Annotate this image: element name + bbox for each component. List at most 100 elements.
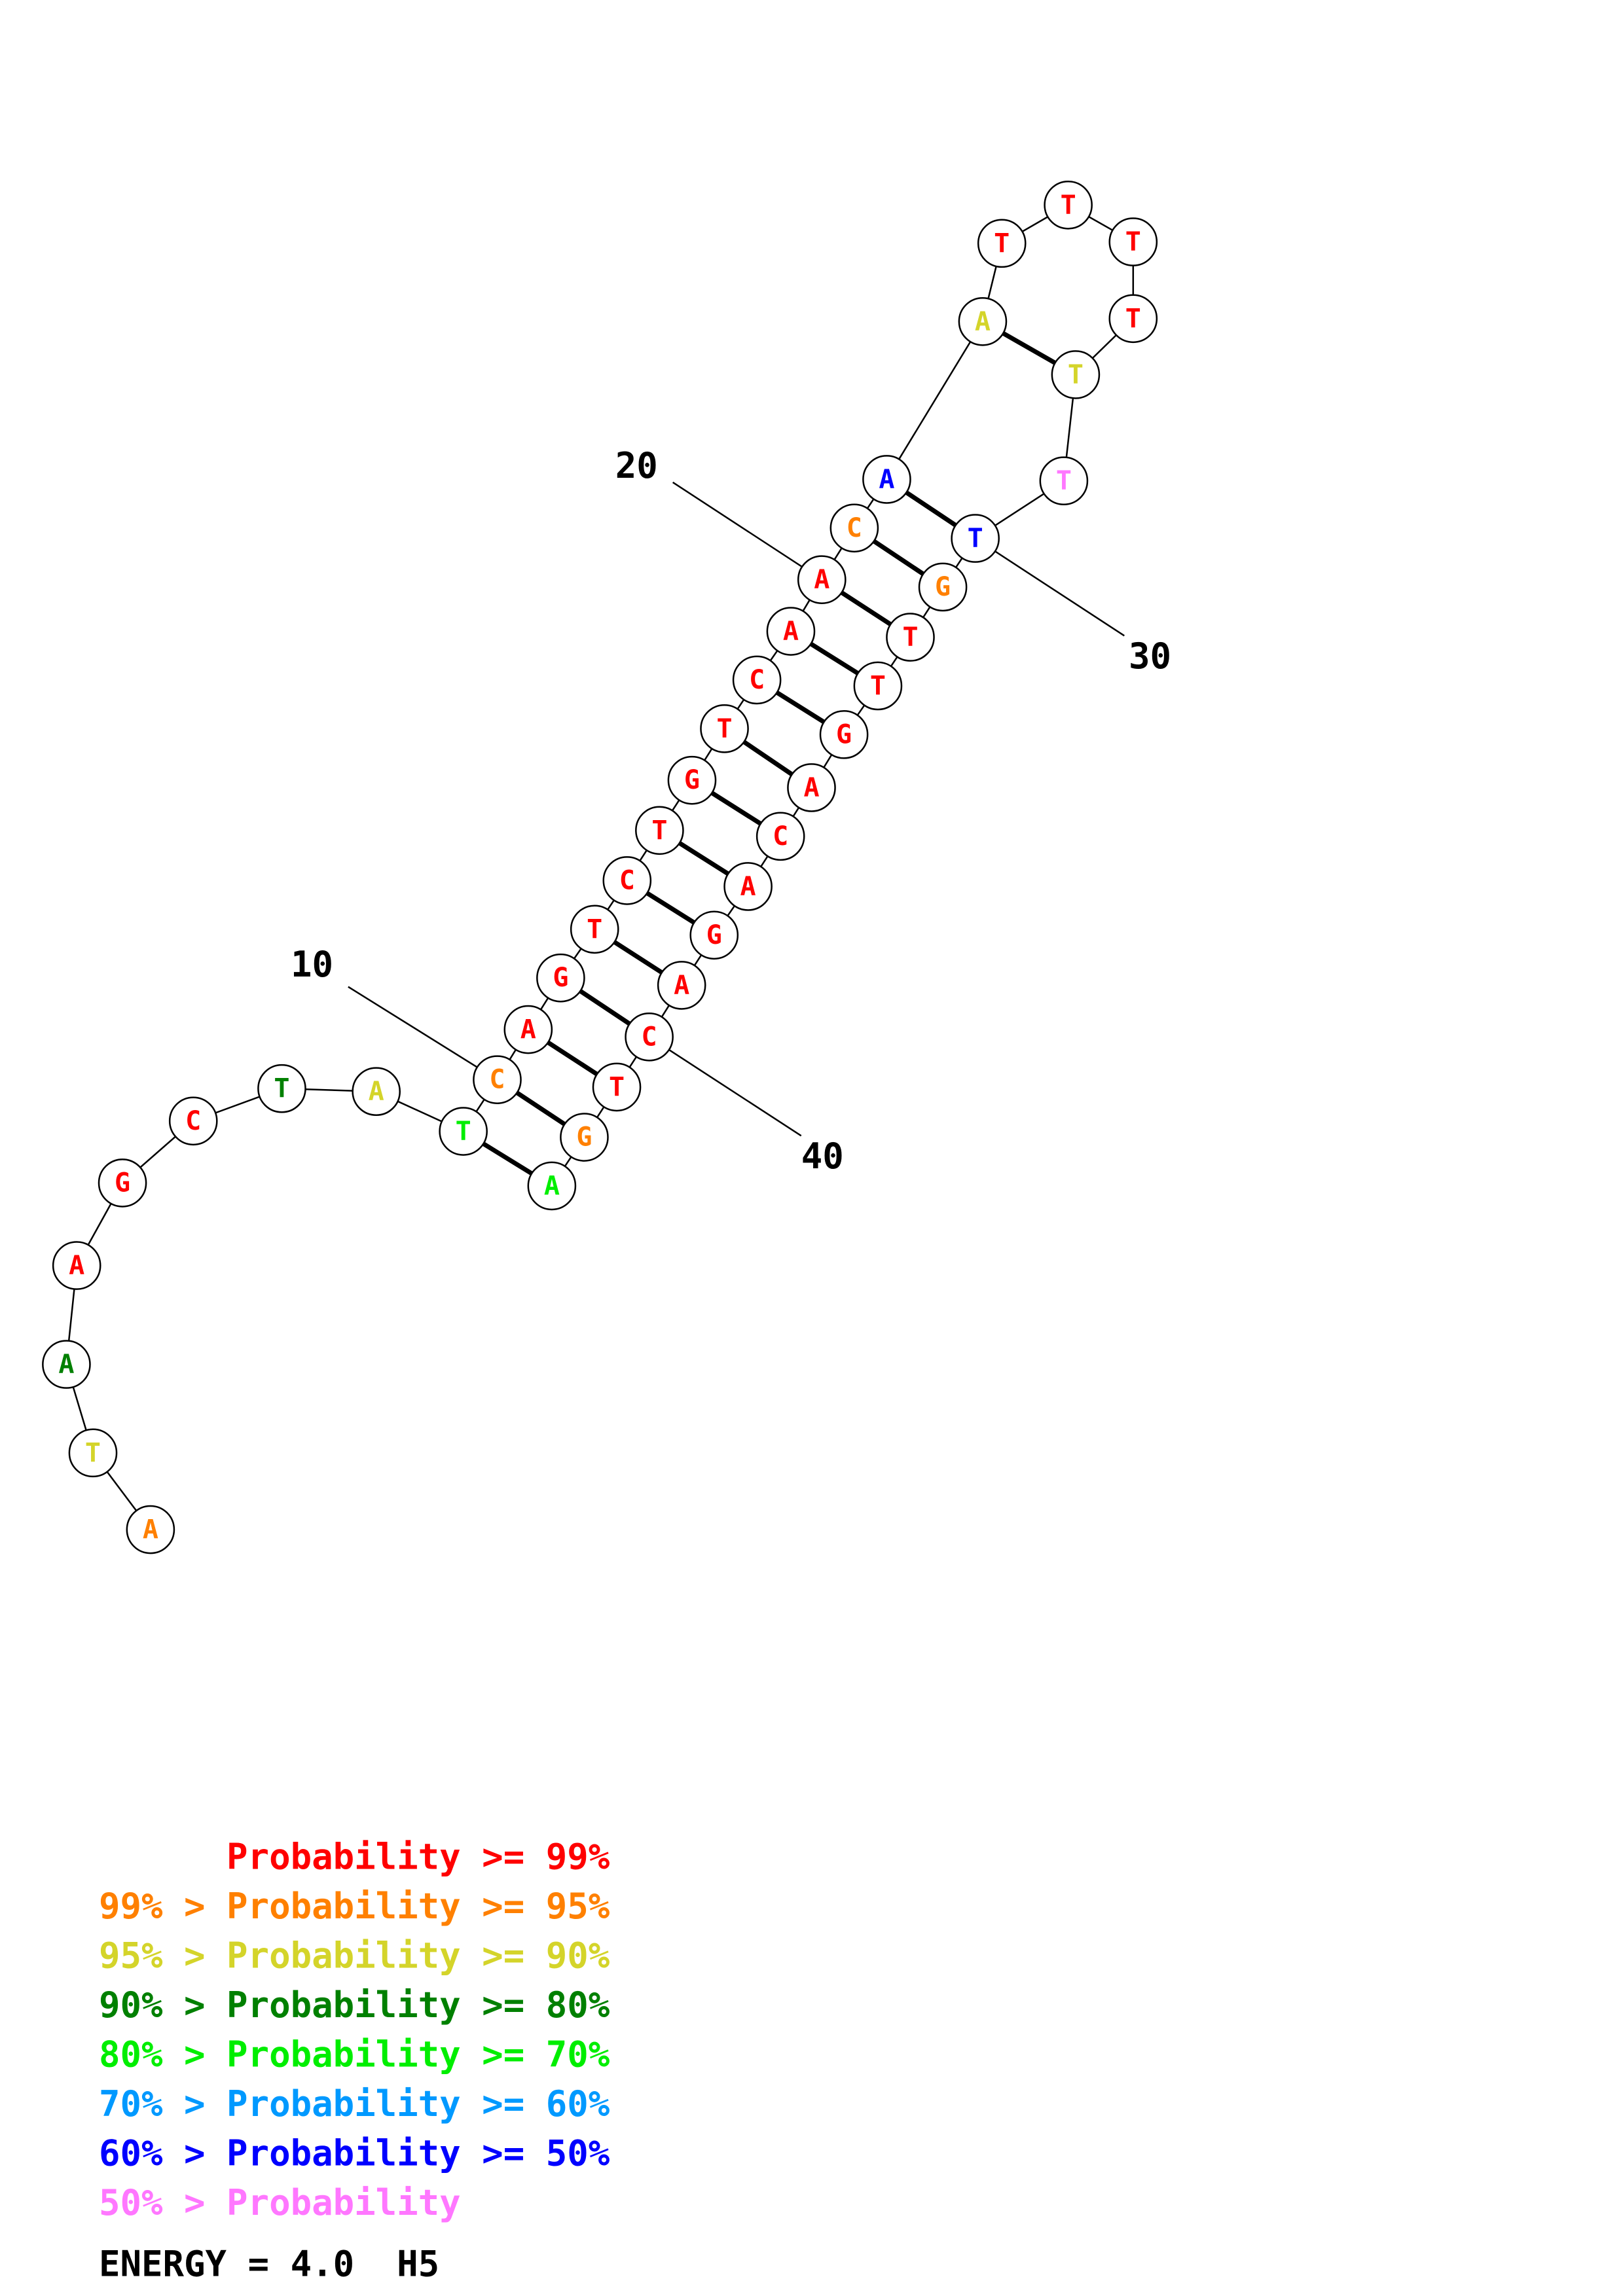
base-circle <box>439 1107 488 1156</box>
base-letter: A <box>520 1014 536 1045</box>
base-letter: G <box>553 963 568 993</box>
legend-line: 80% > Probability >= 70% <box>99 2034 610 2075</box>
base-circle <box>592 1062 642 1112</box>
base-node: C <box>625 1012 674 1062</box>
base-circle <box>667 755 717 805</box>
base-letter: G <box>684 765 700 795</box>
base-circle <box>723 862 773 911</box>
base-node: A <box>52 1241 101 1290</box>
base-node: A <box>527 1161 577 1211</box>
base-node: G <box>560 1113 609 1162</box>
base-node: C <box>473 1055 522 1104</box>
base-letter: G <box>935 572 951 602</box>
base-node: A <box>797 555 847 604</box>
base-circle <box>625 1012 674 1062</box>
base-node: A <box>958 296 1008 346</box>
legend-line: 99% > Probability >= 95% <box>99 1886 610 1927</box>
base-circle <box>52 1241 101 1290</box>
base-node: T <box>635 806 684 855</box>
base-circle <box>602 856 652 905</box>
pair-bond-layer <box>462 319 1077 1188</box>
base-letter: C <box>642 1022 657 1052</box>
base-letter: T <box>456 1117 471 1147</box>
legend-line: 90% > Probability >= 80% <box>99 1984 610 2026</box>
base-letter: A <box>143 1515 158 1545</box>
base-letter: T <box>902 622 918 653</box>
base-circle <box>853 661 903 711</box>
base-letter: A <box>69 1251 84 1281</box>
base-letter: A <box>975 306 991 336</box>
base-circle <box>819 710 869 759</box>
base-node: A <box>723 862 773 911</box>
base-letter: T <box>1125 227 1141 257</box>
base-circle <box>830 503 879 553</box>
base-node: T <box>886 613 935 662</box>
base-circle <box>257 1064 306 1113</box>
base-circle <box>689 910 739 960</box>
base-letter: A <box>879 464 894 494</box>
base-circle <box>700 704 749 753</box>
base-node: T <box>1044 180 1093 230</box>
base-node: T <box>592 1062 642 1112</box>
base-node: A <box>42 1340 91 1389</box>
base-circle <box>958 296 1008 346</box>
base-letter: C <box>749 665 765 695</box>
base-letter: A <box>783 617 799 647</box>
base-circle <box>1044 180 1093 230</box>
base-node: A <box>657 961 706 1010</box>
base-circle <box>98 1158 147 1208</box>
base-circle <box>527 1161 577 1211</box>
base-letter: T <box>587 914 602 944</box>
base-letter: G <box>576 1122 592 1153</box>
base-circle <box>536 953 585 1003</box>
base-letter: C <box>847 513 862 543</box>
base-letter: T <box>1056 466 1072 496</box>
base-node: T <box>1108 294 1158 344</box>
base-circle <box>1108 217 1158 266</box>
legend-line: 50% > Probability <box>99 2182 461 2223</box>
backbone-segment <box>886 321 983 480</box>
base-circle <box>657 961 706 1010</box>
base-letter: T <box>1125 304 1141 334</box>
base-node: A <box>787 763 836 812</box>
base-letter: T <box>609 1072 625 1102</box>
base-letter: T <box>1068 359 1084 389</box>
base-circle <box>1039 456 1089 505</box>
base-circle <box>862 455 911 504</box>
position-tick-line <box>672 481 822 581</box>
base-node: T <box>853 661 903 711</box>
tick-mark-layer: 10 20 30 40 <box>291 445 1171 1177</box>
base-circle <box>503 1005 553 1054</box>
base-letter: C <box>489 1065 505 1095</box>
base-circle <box>352 1067 401 1116</box>
base-letter: T <box>968 524 983 554</box>
base-circle <box>977 219 1027 268</box>
base-node: C <box>602 856 652 905</box>
base-circle <box>126 1505 175 1554</box>
base-letter: A <box>58 1350 74 1380</box>
position-tick-line <box>348 986 498 1081</box>
position-tick-label: 10 <box>291 944 333 985</box>
base-node: T <box>700 704 749 753</box>
position-tick-label: 40 <box>801 1136 844 1177</box>
base-letter: G <box>706 920 722 950</box>
base-circle <box>766 607 816 656</box>
base-letter: C <box>619 865 635 895</box>
energy-label: ENERGY = 4.0 H5 <box>99 2243 439 2284</box>
base-letter: A <box>740 871 756 901</box>
base-node: C <box>732 655 782 705</box>
base-letter: T <box>274 1073 289 1103</box>
base-node: C <box>168 1096 218 1146</box>
base-letter: G <box>115 1168 130 1198</box>
legend-line: 95% > Probability >= 90% <box>99 1935 610 1976</box>
backbone-layer <box>65 204 1135 1530</box>
base-node: T <box>977 219 1027 268</box>
base-letter: A <box>544 1171 560 1201</box>
base-node: G <box>98 1158 147 1208</box>
base-letter: A <box>369 1077 384 1107</box>
base-letter: T <box>716 713 732 744</box>
base-circle <box>473 1055 522 1104</box>
base-node: A <box>862 455 911 504</box>
